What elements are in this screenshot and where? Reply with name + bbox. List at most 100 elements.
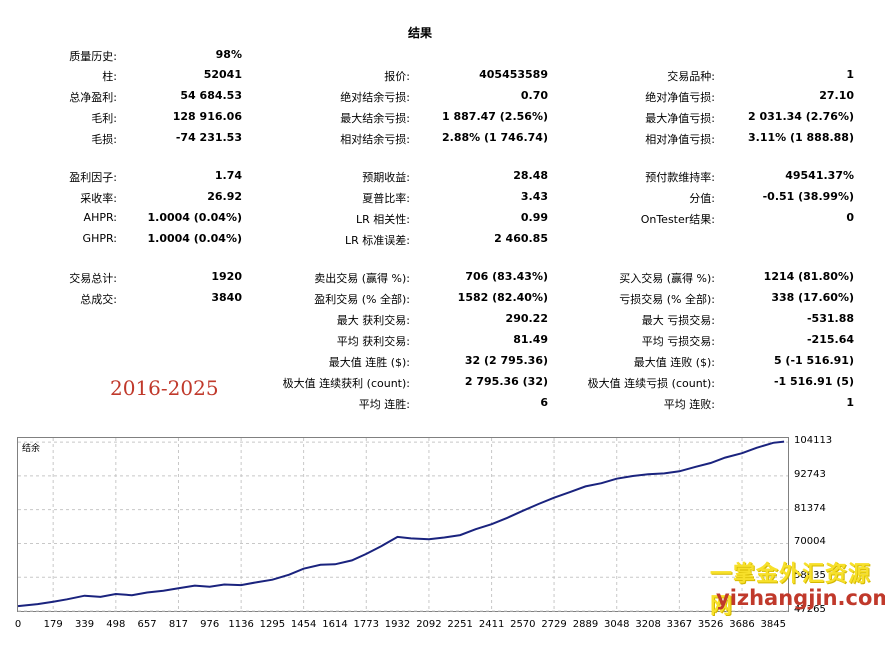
stat-value: 1.0004 (0.04%)	[147, 211, 243, 224]
stat-label: OnTester结果:	[640, 213, 715, 226]
stat-value: 27.10	[819, 89, 854, 102]
watermark-url: yizhangjin.com	[716, 586, 885, 610]
stat-label: 相对结余亏损:	[340, 133, 410, 146]
stat-value: 405453589	[479, 68, 548, 81]
stat-value: -215.64	[806, 333, 854, 346]
stat-label: 总成交:	[80, 293, 117, 306]
stat-value: 2 031.34 (2.76%)	[748, 110, 854, 123]
stat-value: 1920	[211, 270, 242, 283]
stat-value: 706 (83.43%)	[465, 270, 548, 283]
x-tick-label: 0	[14, 619, 22, 630]
stat-value: 1.0004 (0.04%)	[147, 232, 243, 245]
x-tick-label: 1454	[290, 619, 317, 630]
stat-value: 0.99	[520, 211, 548, 224]
x-tick-label: 3845	[760, 619, 786, 630]
stat-value: 338 (17.60%)	[771, 291, 854, 304]
stat-value: 1	[846, 68, 854, 81]
y-tick-label: 70004	[794, 536, 826, 548]
stat-label: 平均 连胜:	[358, 398, 410, 411]
x-tick-label: 657	[137, 619, 157, 630]
stat-label: 最大 获利交易:	[336, 314, 410, 327]
stat-value: 54 684.53	[180, 89, 242, 102]
stat-label: 平均 连败:	[663, 398, 715, 411]
stat-label: 最大净值亏损:	[645, 112, 715, 125]
stat-value: 1582 (82.40%)	[457, 291, 548, 304]
x-tick-label: 2570	[510, 619, 536, 630]
x-tick-label: 2729	[541, 619, 567, 630]
balance-series-line	[17, 440, 785, 608]
stat-label: 毛损:	[91, 133, 117, 146]
stat-label: 买入交易 (赢得 %):	[619, 272, 715, 285]
x-tick-label: 3686	[729, 619, 755, 630]
stat-label: 毛利:	[91, 112, 117, 125]
x-tick-label: 498	[106, 619, 126, 630]
stat-value: 128 916.06	[172, 110, 242, 123]
stat-value: 290.22	[505, 312, 548, 325]
stat-label: 总净盈利:	[69, 91, 117, 104]
watermark-chinese: 一掌金外汇资源网	[710, 562, 872, 619]
stat-value: 3840	[211, 291, 242, 304]
years-annotation: 2016-2025	[110, 376, 219, 400]
stat-label: 盈利因子:	[69, 171, 117, 184]
y-tick-label: 58635	[794, 570, 826, 582]
stat-value: 28.48	[513, 169, 548, 182]
x-tick-label: 2411	[478, 619, 505, 630]
stat-value: 32 (2 795.36)	[464, 354, 548, 367]
stat-value: 81.49	[513, 333, 548, 346]
stat-value: 26.92	[207, 190, 242, 203]
x-tick-label: 2251	[447, 619, 473, 630]
stat-value: 1	[846, 396, 854, 409]
y-tick-label: 47265	[794, 604, 826, 615]
x-tick-label: 1136	[228, 619, 254, 630]
x-tick-label: 339	[75, 619, 95, 630]
stat-label: 平均 亏损交易:	[641, 335, 715, 348]
stat-value: 6	[540, 396, 548, 409]
stat-label: 卖出交易 (赢得 %):	[314, 272, 410, 285]
stat-label: 平均 获利交易:	[336, 335, 410, 348]
x-tick-label: 3367	[666, 619, 693, 630]
x-tick-label: 1932	[384, 619, 411, 630]
x-tick-label: 3208	[635, 619, 661, 630]
x-tick-label: 2092	[416, 619, 442, 630]
stat-value: 52041	[203, 68, 242, 81]
x-tick-label: 3048	[603, 619, 630, 630]
x-tick-label: 976	[200, 619, 220, 630]
stat-label: 最大 亏损交易:	[641, 314, 715, 327]
stat-label: 采收率:	[80, 192, 117, 205]
stat-label: 柱:	[102, 70, 117, 83]
x-tick-label: 817	[168, 619, 189, 630]
stat-label: 交易品种:	[667, 70, 715, 83]
y-tick-label: 92743	[794, 468, 826, 480]
stat-value: 49541.37%	[785, 169, 854, 182]
stat-label: 相对净值亏损:	[645, 133, 715, 146]
x-tick-label: 179	[43, 619, 63, 630]
stat-value: 2 795.36 (32)	[464, 375, 548, 388]
stat-value: -531.88	[806, 312, 854, 325]
report-title: 结果	[407, 26, 432, 40]
stat-value: 3.11% (1 888.88)	[748, 131, 854, 144]
balance-chart	[17, 437, 789, 612]
y-tick-label: 81374	[794, 502, 826, 514]
stat-value: 2 460.85	[494, 232, 548, 245]
stat-label: 最大值 连败 ($):	[633, 356, 715, 369]
stat-value: 0.70	[520, 89, 548, 102]
stat-label: 亏损交易 (% 全部):	[619, 293, 715, 306]
stat-label: 极大值 连续获利 (count):	[282, 377, 410, 390]
x-tick-label: 1295	[259, 619, 286, 630]
stat-value: 3.43	[520, 190, 548, 203]
stat-label: 预期收益:	[362, 171, 410, 184]
stat-value: 0	[846, 211, 854, 224]
stat-value: 5 (-1 516.91)	[773, 354, 854, 367]
stat-value: -74 231.53	[175, 131, 242, 144]
stat-value: 98%	[215, 48, 242, 61]
stat-label: LR 标准误差:	[345, 234, 410, 247]
stat-label: 预付款维持率:	[645, 171, 715, 184]
stat-value: -0.51 (38.99%)	[762, 190, 854, 203]
x-tick-label: 1614	[322, 619, 348, 630]
stat-label: 绝对结余亏损:	[340, 91, 410, 104]
stat-label: LR 相关性:	[356, 213, 410, 226]
y-tick-label: 104113	[794, 435, 833, 447]
stat-label: 绝对净值亏损:	[645, 91, 715, 104]
stat-label: 质量历史:	[69, 50, 117, 63]
